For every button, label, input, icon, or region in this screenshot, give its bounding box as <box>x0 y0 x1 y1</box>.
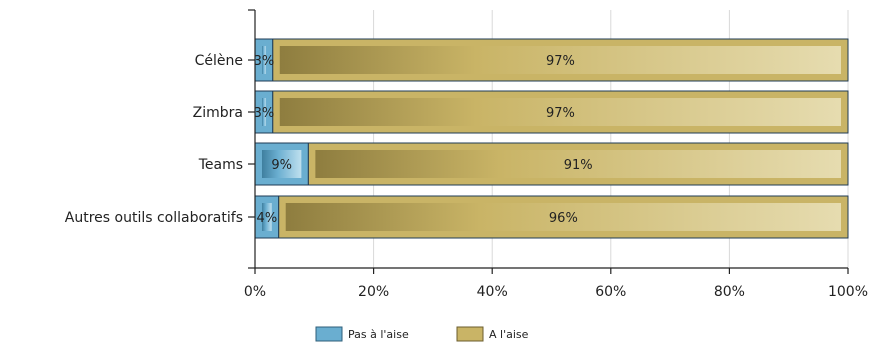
legend-item-pas-a-laise: Pas à l'aise <box>315 326 409 342</box>
bar-highlight <box>262 150 302 178</box>
data-label: 3% <box>254 106 275 121</box>
y-tick-label: Zimbra <box>193 105 243 121</box>
data-label: 91% <box>564 158 593 173</box>
x-tick-label: 100% <box>828 284 868 300</box>
x-tick-label: 0% <box>244 284 266 300</box>
data-label: 4% <box>257 211 278 226</box>
x-tick-label: 80% <box>714 284 745 300</box>
legend-label: Pas à l'aise <box>348 328 409 341</box>
bar-a-laise-1 <box>272 90 849 134</box>
axes <box>248 9 849 274</box>
bar-highlight <box>262 203 272 231</box>
bar-highlight <box>279 98 841 126</box>
legend-item-a-laise: A l'aise <box>456 326 529 342</box>
x-tick-label: 20% <box>358 284 389 300</box>
legend-swatch <box>456 326 484 342</box>
bar-highlight <box>279 46 841 74</box>
labels: 3% 97% 3% 97% 9% 91% 4% 96% Célène Zimbra Teams Aut… <box>65 53 868 300</box>
data-label: 9% <box>271 158 292 173</box>
legend-label: A l'aise <box>489 328 529 341</box>
bar-highlight <box>285 203 842 231</box>
bar-highlight <box>315 150 841 178</box>
data-label: 97% <box>546 54 575 69</box>
y-tick-label: Teams <box>198 157 243 173</box>
bar-a-laise-0 <box>272 38 849 82</box>
legend-swatch <box>315 326 343 342</box>
legend: Pas à l'aise A l'aise <box>315 326 529 342</box>
bar-a-laise-3 <box>278 195 849 239</box>
y-tick-label: Autres outils collaboratifs <box>65 210 243 226</box>
bars <box>254 38 849 239</box>
x-tick-label: 40% <box>477 284 508 300</box>
data-label: 96% <box>549 211 578 226</box>
x-tick-label: 60% <box>595 284 626 300</box>
y-tick-label: Célène <box>195 53 243 69</box>
bar-pas-a-laise-2 <box>254 142 309 186</box>
bar-a-laise-2 <box>307 142 849 186</box>
data-label: 97% <box>546 106 575 121</box>
bar-highlight <box>262 46 266 74</box>
bar-highlight <box>262 98 266 126</box>
data-label: 3% <box>254 54 275 69</box>
